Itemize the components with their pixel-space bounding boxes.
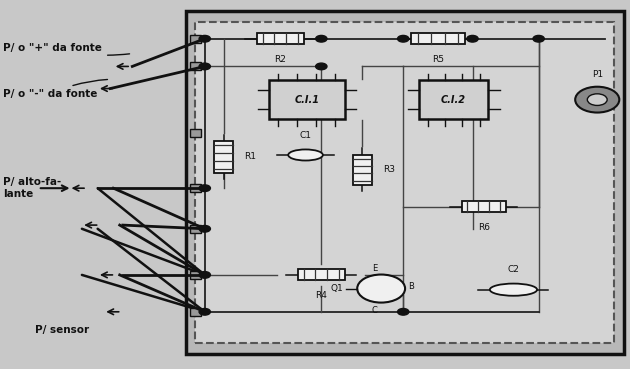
Circle shape xyxy=(199,225,210,232)
Ellipse shape xyxy=(490,283,537,296)
Bar xyxy=(462,201,506,212)
Bar xyxy=(186,11,624,354)
Bar xyxy=(269,80,345,119)
Text: P1: P1 xyxy=(592,70,603,79)
Bar xyxy=(214,141,233,173)
Circle shape xyxy=(587,94,607,106)
Circle shape xyxy=(199,35,210,42)
Circle shape xyxy=(316,35,327,42)
Bar xyxy=(411,33,464,44)
Circle shape xyxy=(398,308,409,315)
Bar xyxy=(195,22,614,343)
Text: R1: R1 xyxy=(244,152,256,161)
Bar xyxy=(190,62,201,70)
Bar xyxy=(190,271,201,279)
Circle shape xyxy=(398,35,409,42)
Text: R4: R4 xyxy=(316,291,327,300)
Circle shape xyxy=(575,87,619,113)
Circle shape xyxy=(199,308,210,315)
Circle shape xyxy=(199,185,210,192)
Text: R3: R3 xyxy=(383,165,395,174)
Circle shape xyxy=(357,275,405,303)
Text: R5: R5 xyxy=(432,55,444,63)
Circle shape xyxy=(316,63,327,70)
Text: C.I.2: C.I.2 xyxy=(441,94,466,105)
Text: R2: R2 xyxy=(275,55,286,63)
Circle shape xyxy=(467,35,478,42)
Ellipse shape xyxy=(289,149,323,161)
Text: P/ sensor: P/ sensor xyxy=(35,325,89,335)
Text: B: B xyxy=(408,282,414,291)
Bar xyxy=(353,155,372,184)
Bar xyxy=(257,33,304,44)
Bar xyxy=(190,308,201,316)
Circle shape xyxy=(199,272,210,278)
Text: C2: C2 xyxy=(508,265,519,275)
Text: C: C xyxy=(372,306,378,315)
Text: P/ o "-" da fonte: P/ o "-" da fonte xyxy=(3,79,108,99)
Text: C.I.1: C.I.1 xyxy=(294,94,319,105)
Bar xyxy=(190,184,201,192)
Bar xyxy=(190,225,201,233)
Circle shape xyxy=(533,35,544,42)
Text: P/ alto-fa-
lante: P/ alto-fa- lante xyxy=(3,177,61,199)
Text: E: E xyxy=(372,264,377,273)
Text: C1: C1 xyxy=(299,131,312,140)
Text: Q1: Q1 xyxy=(331,284,343,293)
Bar xyxy=(419,80,488,119)
Bar xyxy=(298,269,345,280)
Bar xyxy=(190,35,201,43)
Text: R6: R6 xyxy=(478,223,490,231)
Bar xyxy=(190,129,201,137)
Circle shape xyxy=(199,63,210,70)
Text: P/ o "+" da fonte: P/ o "+" da fonte xyxy=(3,43,130,55)
